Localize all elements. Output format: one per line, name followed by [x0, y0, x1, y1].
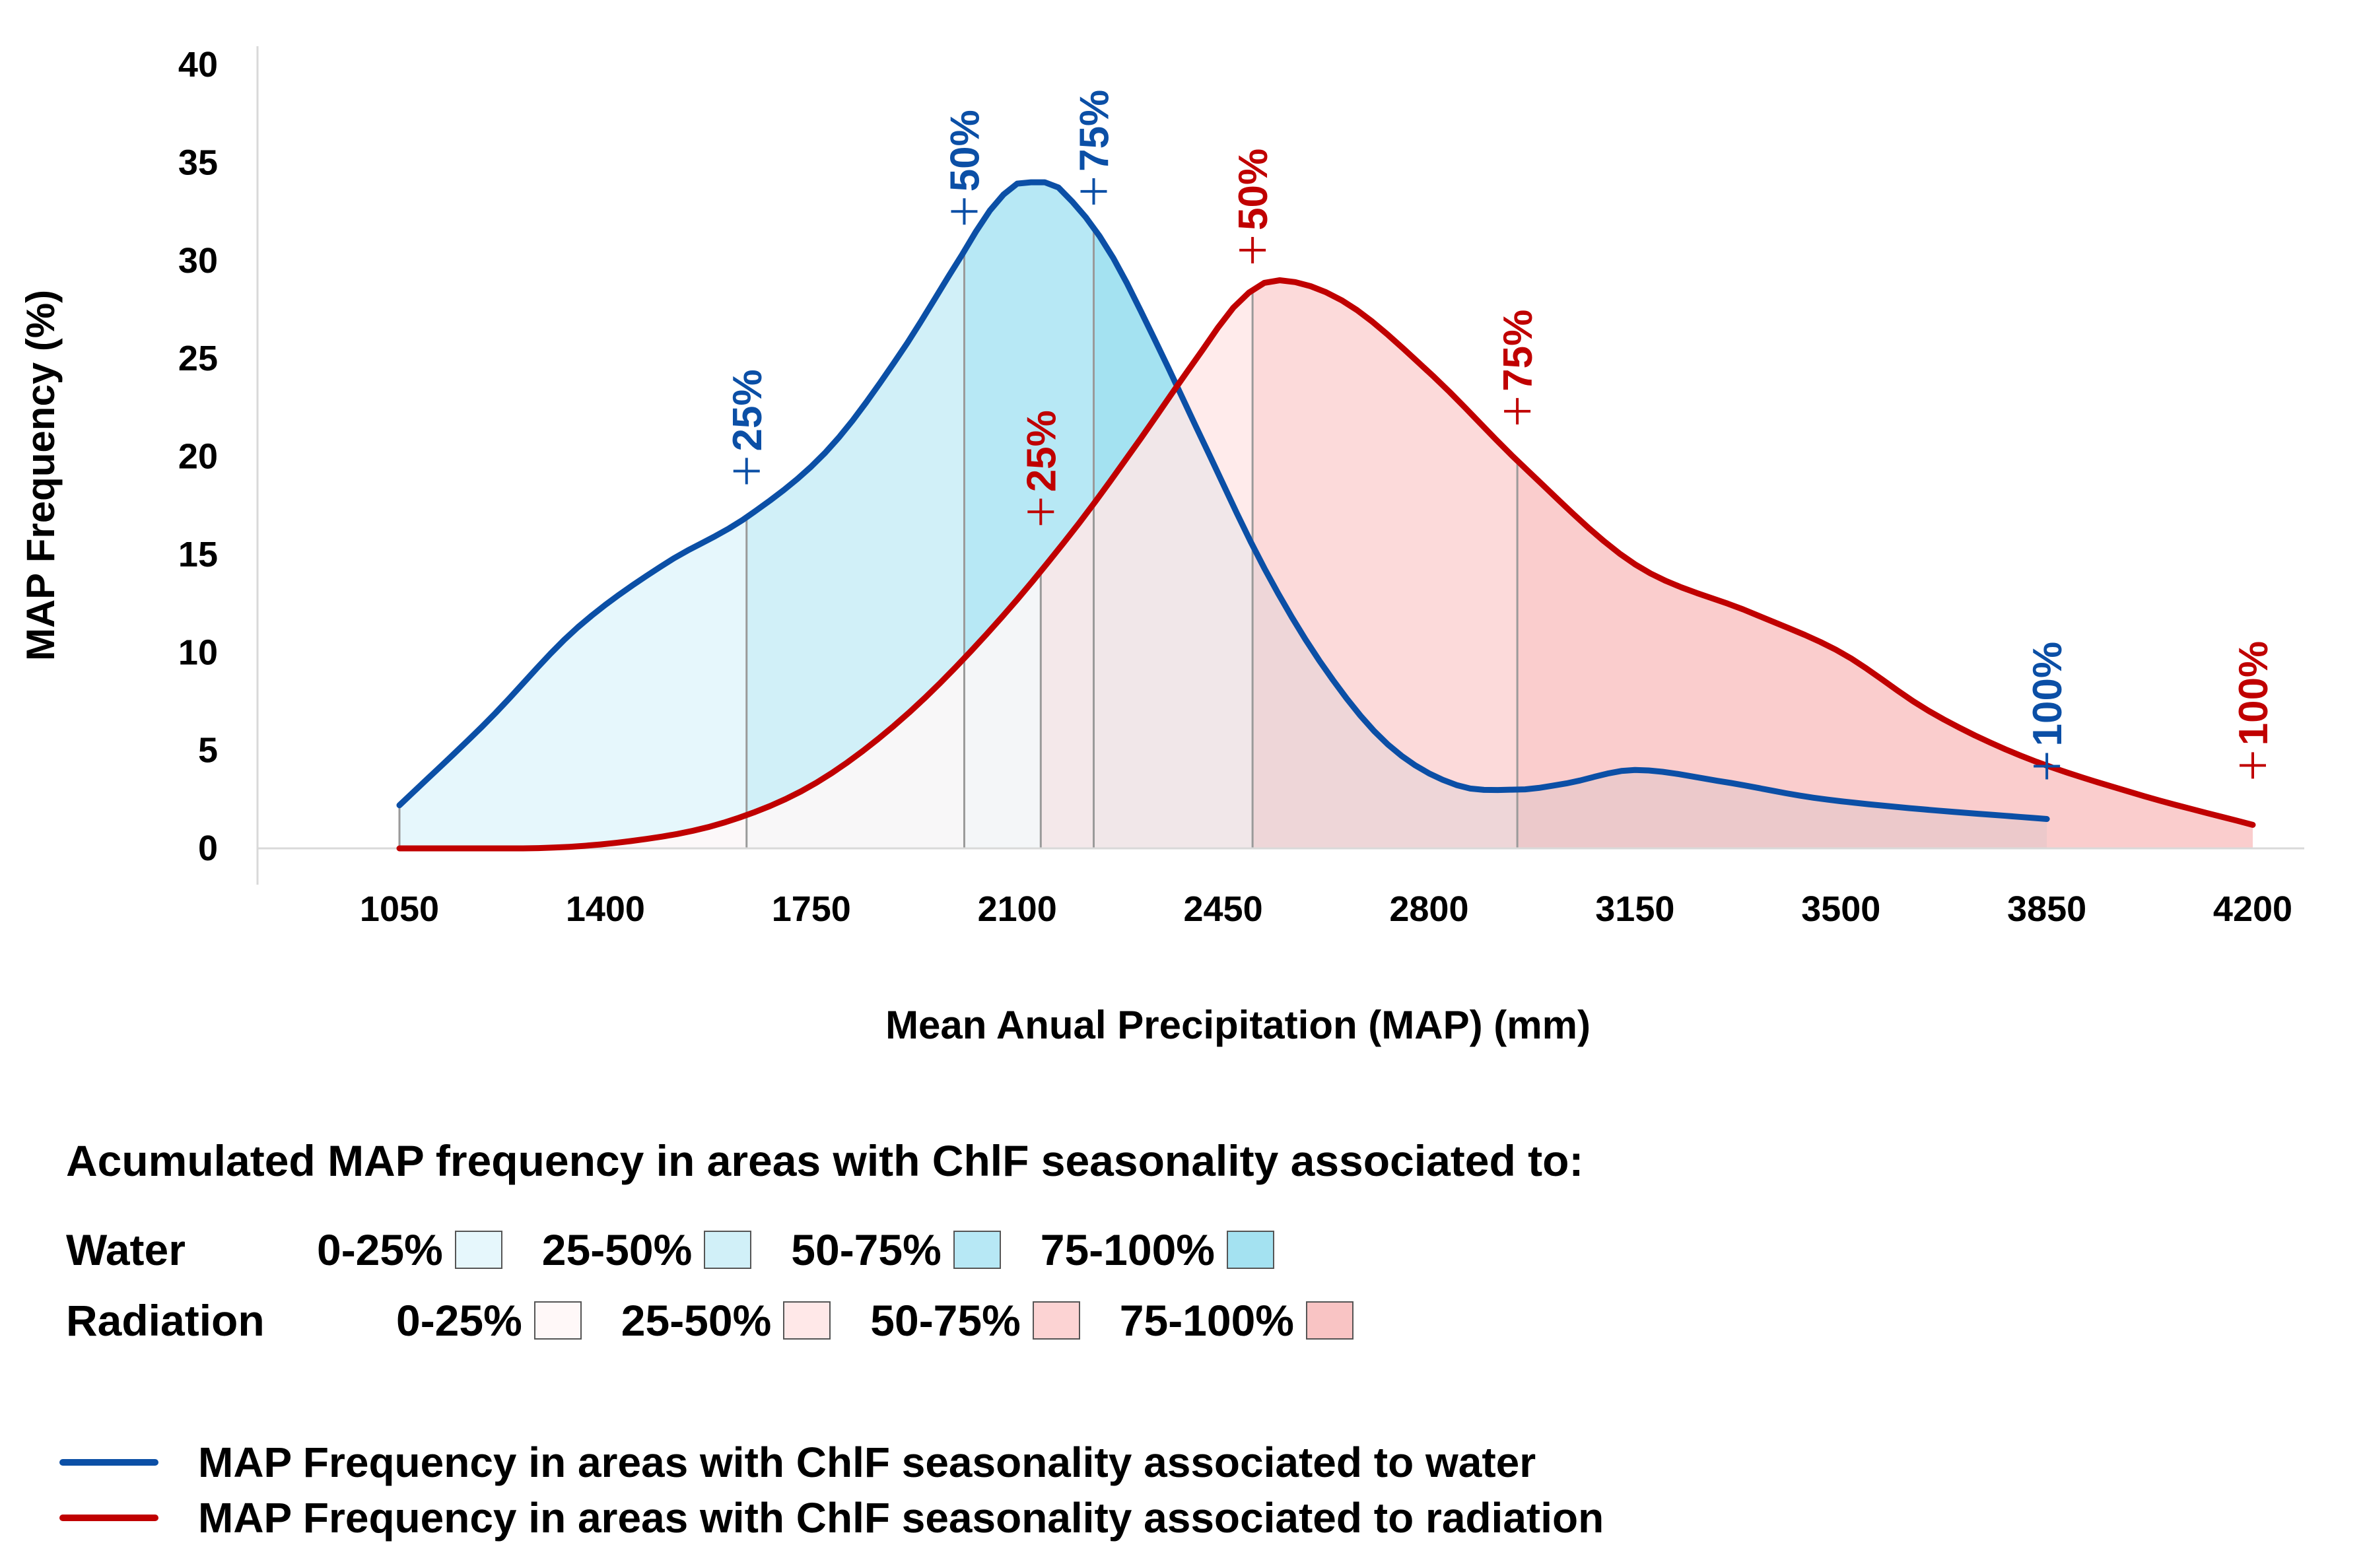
y-tick-label: 0	[198, 829, 218, 868]
x-tick-label: 4200	[2213, 889, 2292, 929]
x-tick-label: 2100	[978, 889, 1057, 929]
quartile-band-fills	[399, 182, 2253, 848]
quartile-label: 50%	[1231, 149, 1276, 230]
legend-band-label: 0-25%	[396, 1296, 522, 1345]
series-line-water	[396, 179, 2050, 822]
y-tick-label: 15	[178, 535, 218, 574]
legend-line-label: MAP Frequency in areas with ChlF seasona…	[198, 1439, 1536, 1486]
legend-item-radiation-25-50: 25-50%	[621, 1295, 831, 1346]
legend-swatch	[953, 1231, 1001, 1269]
legend-item-radiation-50-75: 50-75%	[870, 1295, 1080, 1346]
legend-line-water: MAP Frequency in areas with ChlF seasona…	[59, 1438, 1536, 1487]
legend-swatch	[1226, 1231, 1274, 1269]
y-axis-title: MAP Frequency (%)	[18, 290, 63, 661]
legend-band-label: 75-100%	[1040, 1225, 1215, 1274]
quartile-label: 75%	[1495, 310, 1541, 392]
legend-item-water-50-75: 50-75%	[791, 1225, 1001, 1275]
quartile-label: 100%	[2231, 641, 2277, 746]
legend-item-water-25-50: 25-50%	[542, 1225, 752, 1275]
quartile-label: 75%	[1072, 90, 1118, 172]
x-tick-label: 2800	[1389, 889, 1468, 929]
x-tick-labels: 1050 1400 1750 2100 2450 2800 3150 3500 3850 4200	[360, 889, 2292, 929]
y-tick-label: 25	[178, 339, 218, 378]
legend-item-radiation-0-25: 0-25%	[396, 1295, 582, 1346]
x-axis-title: Mean Anual Precipitation (MAP) (mm)	[885, 1003, 1591, 1047]
quartile-marker-radiation-0: 25%	[1019, 410, 1064, 526]
band-radiation-2	[1252, 280, 1518, 848]
x-tick-label: 1400	[566, 889, 645, 929]
chart-svg: 0 5 10 15 20 25 30 35 40 1050 1400 1750 2100 2450 280…	[18, 45, 2304, 1047]
y-tick-label: 35	[178, 143, 218, 182]
quartile-label: 25%	[725, 369, 771, 451]
legend-line-sample-water	[59, 1459, 158, 1466]
quartile-marker-radiation-1: 50%	[1231, 149, 1276, 263]
y-tick-label: 10	[178, 632, 218, 672]
band-radiation-3	[1517, 460, 2253, 848]
legend-swatch	[1305, 1301, 1354, 1340]
legend-line-sample-radiation	[59, 1515, 158, 1521]
x-tick-label: 1050	[360, 889, 439, 929]
legend-item-water-0-25: 0-25%	[317, 1225, 502, 1275]
x-tick-label: 3850	[2007, 889, 2086, 929]
quartile-marker-water-2: 75%	[1072, 90, 1118, 205]
y-tick-labels: 0 5 10 15 20 25 30 35 40	[178, 45, 218, 868]
legend-item-radiation-75-100: 75-100%	[1120, 1295, 1354, 1346]
legend-row-radiation: Radiation 0-25% 25-50% 50-75% 75-100%	[66, 1294, 1354, 1347]
band-radiation-0	[399, 571, 1041, 848]
quartile-divider-lines	[398, 227, 1519, 848]
legend-band-label: 0-25%	[317, 1225, 443, 1274]
series-line-radiation	[396, 277, 2256, 852]
legend-title: Acumulated MAP frequency in areas with C…	[66, 1136, 1584, 1185]
x-tick-label: 3150	[1595, 889, 1674, 929]
legend-row-label: Water	[66, 1225, 186, 1274]
x-tick-label: 3500	[1801, 889, 1880, 929]
quartile-marker-water-1: 50%	[942, 110, 988, 225]
y-tick-label: 20	[178, 437, 218, 477]
legend-swatch	[454, 1231, 502, 1269]
quartile-marker-water-0: 25%	[725, 369, 771, 485]
legend-band-label: 25-50%	[541, 1225, 693, 1274]
quartile-label: 25%	[1019, 410, 1064, 492]
x-tick-label: 1750	[772, 889, 851, 929]
x-tick-label: 2450	[1183, 889, 1262, 929]
legend-band-label: 50-75%	[870, 1296, 1021, 1345]
quartile-label: 50%	[942, 110, 988, 191]
quartile-marker-water-3: 100%	[2025, 642, 2071, 780]
y-tick-label: 40	[178, 45, 218, 85]
legend-swatch	[1032, 1301, 1080, 1340]
legend-band-label: 75-100%	[1119, 1296, 1294, 1345]
legend-swatch	[783, 1301, 831, 1340]
legend-band-label: 25-50%	[621, 1296, 772, 1345]
y-tick-label: 5	[198, 731, 218, 770]
legend-line-radiation: MAP Frequency in areas with ChlF seasona…	[59, 1493, 1604, 1542]
y-tick-label: 30	[178, 241, 218, 281]
legend-line-label: MAP Frequency in areas with ChlF seasona…	[198, 1494, 1604, 1542]
legend-row-water: Water 0-25% 25-50% 50-75% 75-100%	[66, 1223, 1274, 1276]
legend-swatch	[704, 1231, 752, 1269]
quartile-marker-radiation-2: 75%	[1495, 310, 1541, 425]
legend-row-label: Radiation	[66, 1296, 265, 1345]
quartile-label: 100%	[2025, 642, 2071, 747]
legend-swatch	[533, 1301, 582, 1340]
band-water-1	[746, 251, 965, 848]
band-water-0	[399, 517, 747, 848]
legend-item-water-75-100: 75-100%	[1041, 1225, 1274, 1275]
axes	[256, 46, 2304, 885]
series-lines	[396, 179, 2256, 852]
quartile-marker-radiation-3: 100%	[2231, 641, 2277, 779]
legend-band-label: 50-75%	[791, 1225, 942, 1274]
quartile-markers: 25% 50% 75% 100% 25% 50% 75% 100%	[725, 90, 2277, 780]
